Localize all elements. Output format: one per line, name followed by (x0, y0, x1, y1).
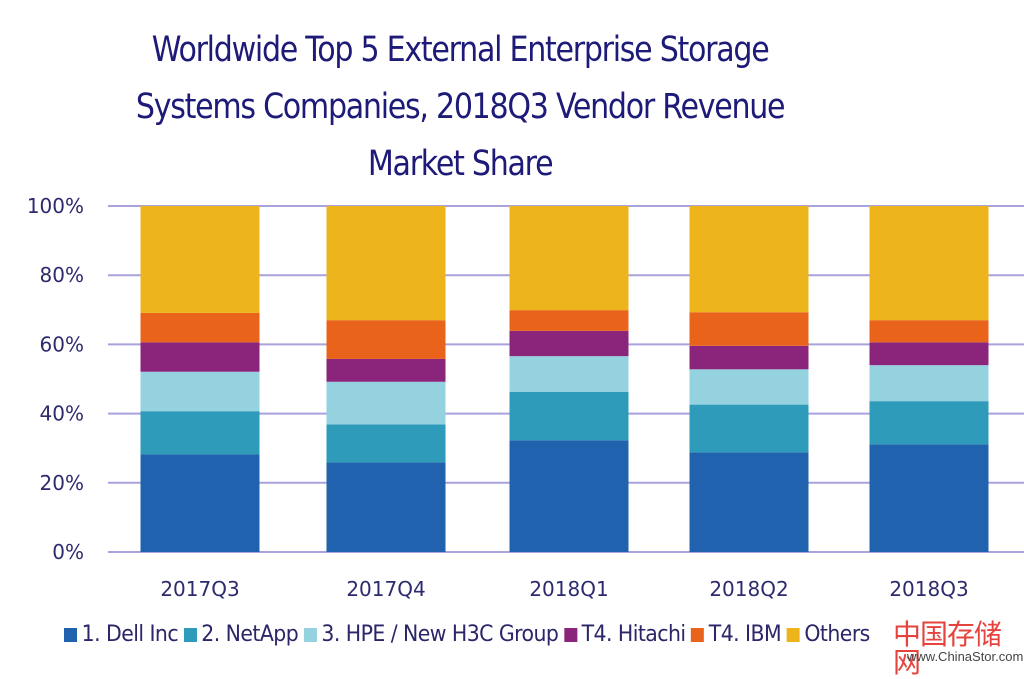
bar-segment (869, 401, 989, 445)
bar-segment (689, 312, 809, 346)
bar-stack-2018Q1 (509, 206, 629, 552)
bar-segment (869, 320, 989, 343)
bar-segment (326, 424, 446, 463)
legend-label: T4. Hitachi (581, 622, 686, 647)
bar-segment (326, 206, 446, 321)
x-tick-label: 2017Q3 (160, 577, 239, 601)
bar-segment (326, 462, 446, 552)
legend-item: 3. HPE / New H3C Group (303, 622, 559, 647)
legend-item: 2. NetApp (183, 622, 299, 647)
bar-segment (869, 342, 989, 366)
chart-title: Worldwide Top 5 External Enterprise Stor… (0, 22, 920, 193)
bar-stack-2017Q3 (140, 206, 260, 552)
legend-item: Others (786, 622, 870, 647)
legend-label: 1. Dell Inc (81, 622, 179, 647)
bar-segment (689, 345, 809, 370)
bar-segment (509, 440, 629, 552)
x-tick-label: 2018Q1 (529, 577, 608, 601)
legend-item: T4. IBM (691, 622, 782, 647)
legend-label: T4. IBM (708, 622, 782, 647)
y-tick-label: 80% (40, 263, 84, 287)
bar-segment (509, 391, 629, 441)
legend-swatch (64, 627, 78, 642)
chart-title-line-1: Worldwide Top 5 External Enterprise Stor… (151, 30, 770, 70)
bar-segment (326, 358, 446, 382)
x-tick-label: 2018Q2 (709, 577, 788, 601)
bar-segment (140, 206, 260, 313)
x-axis: 2017Q3 2017Q4 2018Q1 2018Q2 2018Q3 (160, 577, 968, 601)
legend-item: T4. Hitachi (563, 622, 686, 647)
bar-stack-2017Q4 (326, 206, 446, 552)
y-axis: 0% 20% 40% 60% 80% 100% (27, 194, 84, 564)
bar-segment (140, 411, 260, 455)
legend: 1. Dell Inc 2. NetApp 3. HPE / New H3C Gro… (64, 622, 875, 648)
y-tick-label: 20% (40, 471, 84, 495)
legend-label: Others (804, 622, 870, 647)
y-tick-label: 100% (27, 194, 84, 218)
legend-swatch (303, 627, 317, 642)
bar-segment (689, 369, 809, 405)
bar-segment (509, 330, 629, 357)
bar-segment (140, 312, 260, 343)
bar-segment (140, 371, 260, 412)
bar-stack-2018Q2 (689, 206, 809, 552)
bar-segment (869, 365, 989, 402)
legend-swatch (563, 627, 577, 642)
bar-stack-2018Q3 (869, 206, 989, 552)
legend-swatch (691, 627, 705, 642)
bar-segment (326, 320, 446, 359)
bar-segment (689, 404, 809, 453)
bar-segment (869, 206, 989, 321)
bar-segment (689, 452, 809, 552)
y-tick-label: 40% (40, 402, 84, 426)
bar-segment (509, 310, 629, 331)
y-tick-label: 60% (40, 332, 84, 356)
legend-swatch (183, 627, 197, 642)
legend-label: 2. NetApp (201, 622, 299, 647)
legend-swatch (786, 627, 800, 642)
bar-segment (869, 444, 989, 552)
bar-segment (140, 342, 260, 372)
bar-segment (140, 454, 260, 552)
bar-segment (326, 381, 446, 425)
bars (140, 206, 989, 552)
x-tick-label: 2017Q4 (346, 577, 425, 601)
chart-title-line-2: Systems Companies, 2018Q3 Vendor Revenue (135, 87, 786, 127)
bar-segment (509, 356, 629, 392)
x-tick-label: 2018Q3 (889, 577, 968, 601)
legend-item: 1. Dell Inc (64, 622, 179, 647)
chart-title-line-3: Market Share (367, 144, 554, 184)
watermark-chinese: 中国存储网 (893, 618, 1002, 679)
watermark-url: www.ChinaStor.com (907, 649, 1024, 664)
bar-segment (689, 206, 809, 313)
y-tick-label: 0% (52, 540, 84, 564)
bar-segment (509, 206, 629, 311)
legend-label: 3. HPE / New H3C Group (321, 622, 559, 647)
watermark: 中国存储网 www.ChinaStor.com (893, 621, 1023, 677)
